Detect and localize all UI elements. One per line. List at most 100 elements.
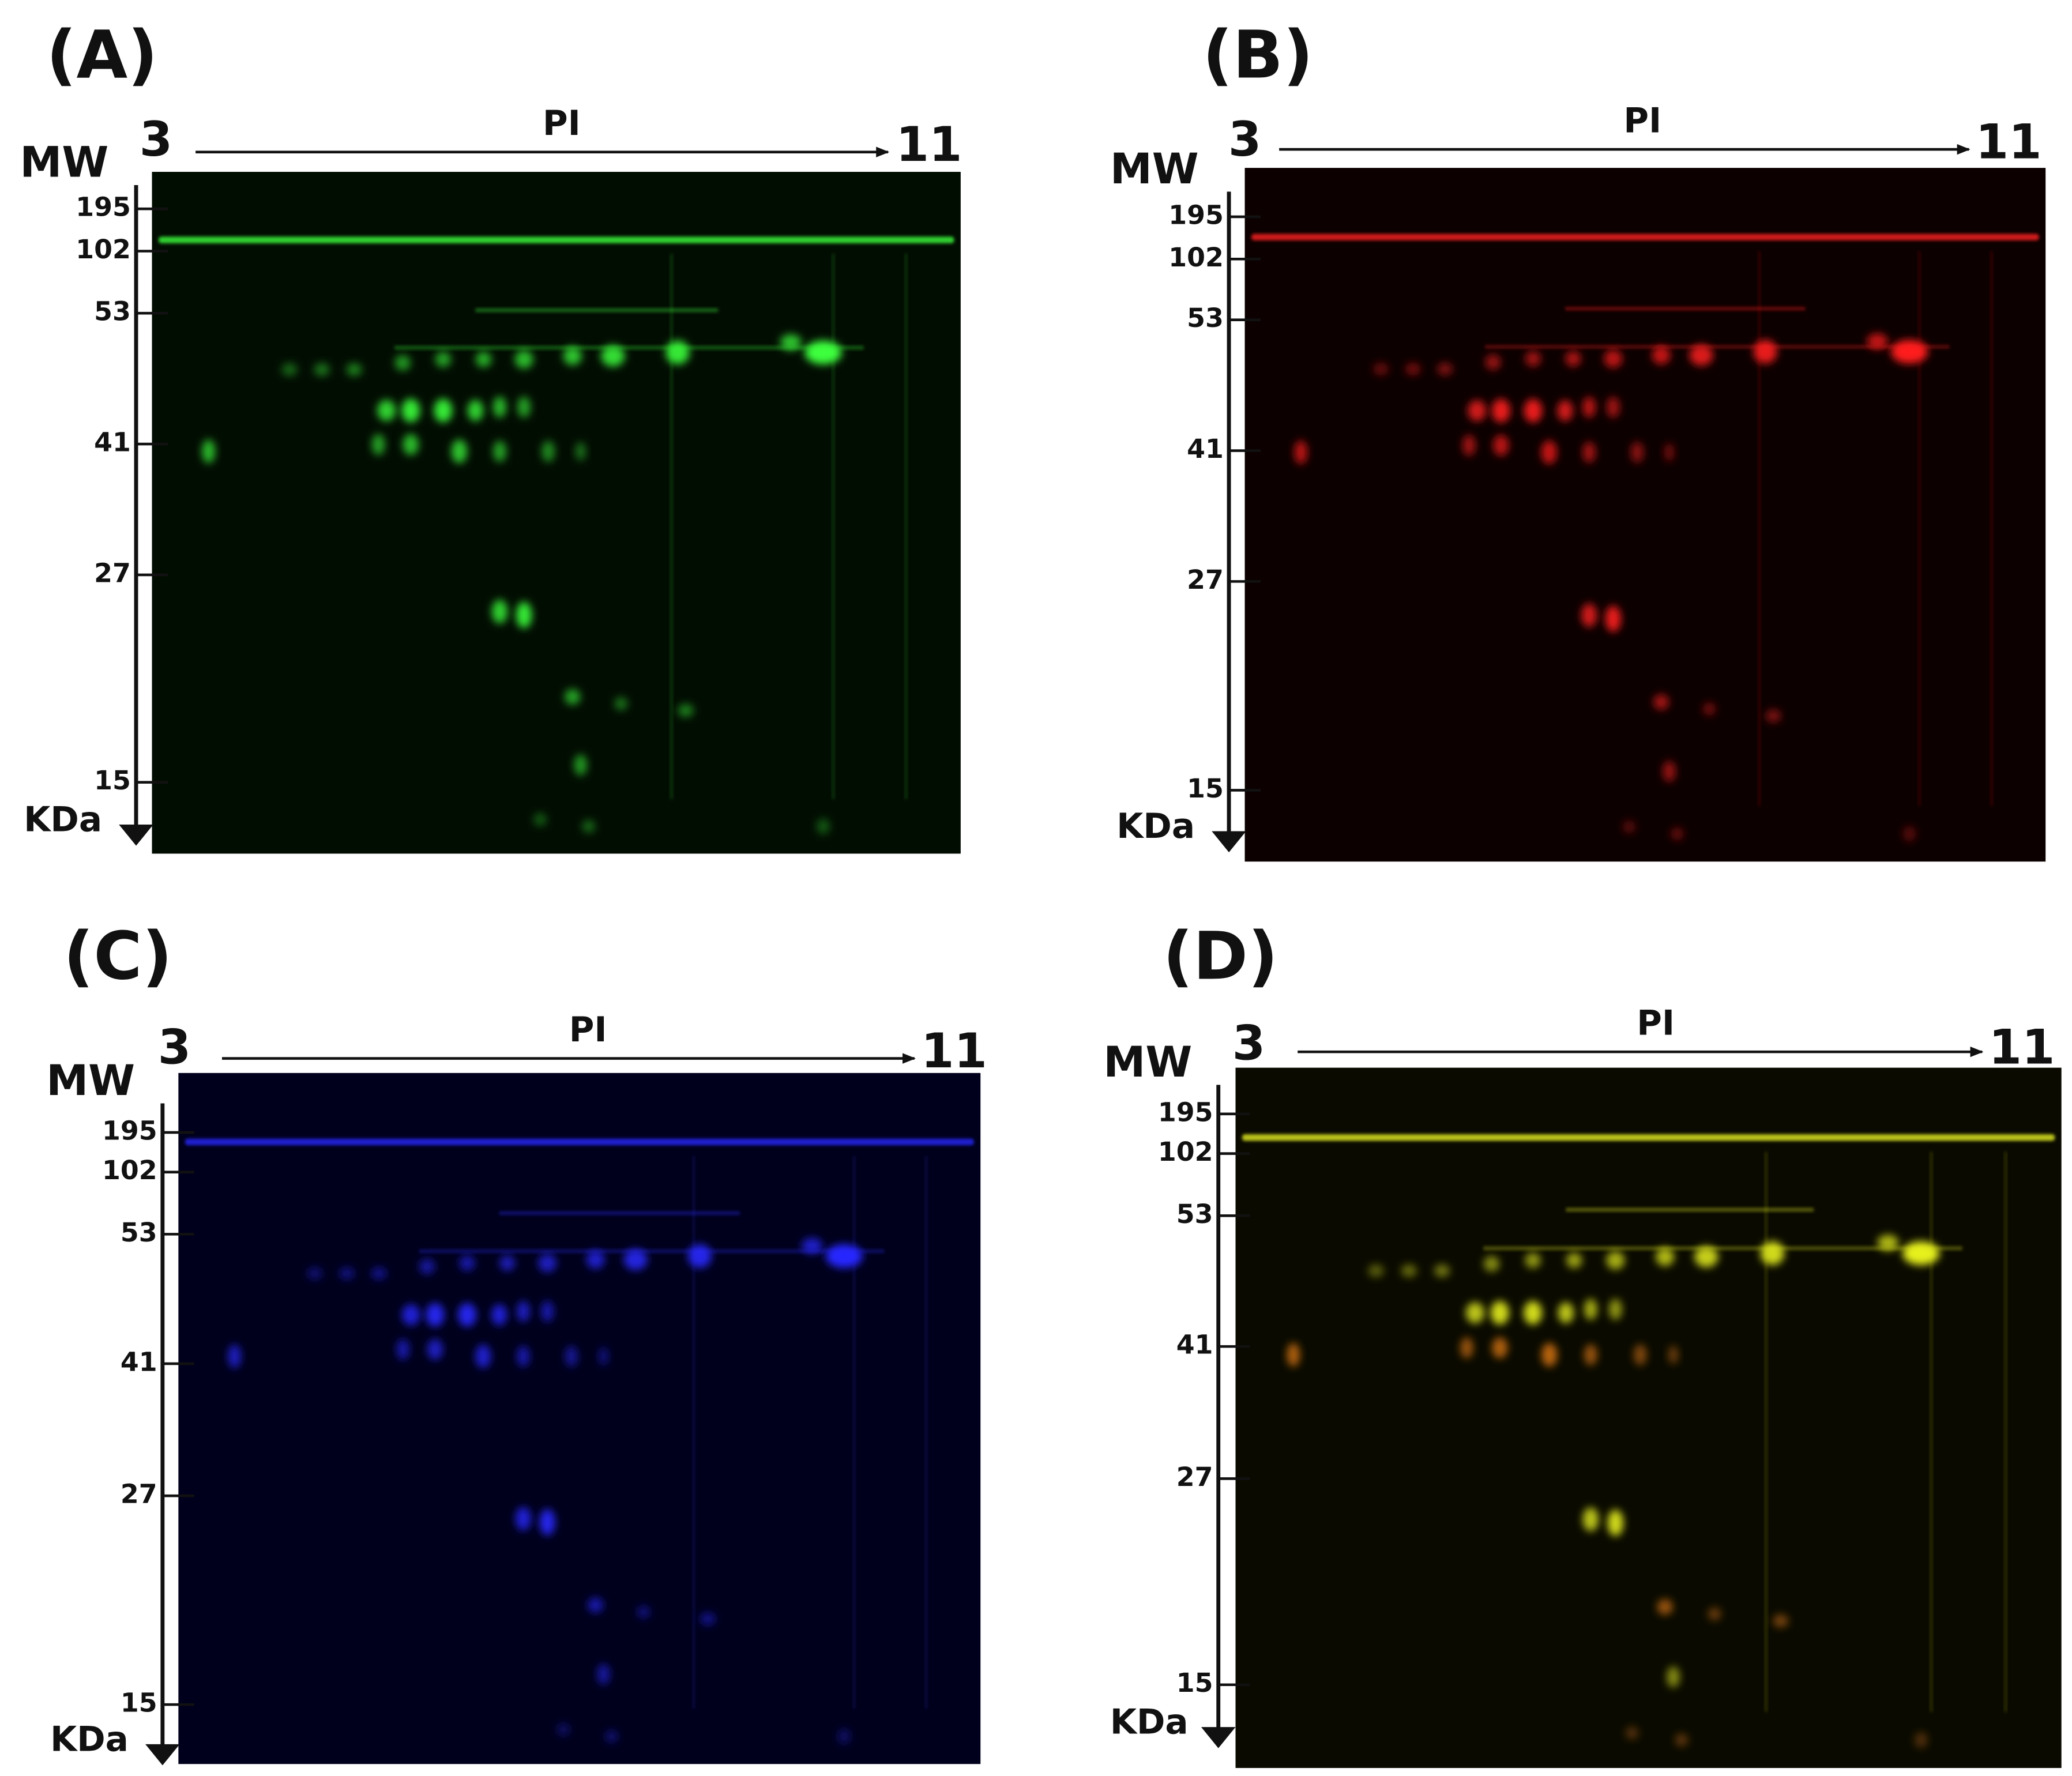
mw-marker: 53 (1187, 302, 1224, 333)
gel-band (1565, 306, 1806, 311)
gel-spot (1604, 349, 1623, 368)
gel-spot (637, 1605, 650, 1619)
pi-end: 11 (896, 117, 962, 172)
gel-spot (1584, 1344, 1597, 1365)
gel-spot (401, 398, 420, 423)
gel-spot (1483, 1255, 1500, 1272)
gel-spot (1652, 345, 1671, 365)
gel-spot (1581, 603, 1597, 627)
gel-spot (541, 441, 555, 462)
gel-band (1566, 1207, 1814, 1212)
gel-spot (687, 1244, 712, 1269)
gel-spot (1877, 1235, 1899, 1251)
mw-marker: 41 (94, 427, 131, 458)
gel-spot (515, 1507, 532, 1531)
mw-marker: 15 (94, 765, 131, 796)
gel-image (178, 1073, 981, 1764)
gel-band (499, 1211, 740, 1216)
pi-end: 11 (921, 1024, 987, 1079)
gel-spot (1657, 1599, 1673, 1615)
gel-spot (1694, 1246, 1718, 1267)
gel-spot (1485, 354, 1501, 370)
gel-spot (459, 1255, 475, 1271)
gel-streak (831, 253, 836, 799)
gel-band (475, 308, 719, 313)
gel-spot (801, 1237, 823, 1254)
pi-label: PI (1623, 101, 1661, 141)
gel-spot (1565, 351, 1581, 367)
gel-spot (837, 1728, 851, 1745)
mw-label: MW (1110, 145, 1199, 194)
gel-streak (1757, 251, 1762, 806)
gel-spot (1667, 1666, 1680, 1688)
mw-marker: 27 (1176, 1461, 1213, 1492)
gel-spot (575, 442, 586, 461)
gel-spot (1525, 1252, 1541, 1269)
gel-spot (1287, 1342, 1300, 1367)
gel-spot (780, 334, 802, 351)
mw-marker: 15 (121, 1687, 157, 1718)
gel-spot (1541, 440, 1557, 465)
gel-spot (517, 396, 531, 418)
gel-spot (623, 1249, 648, 1270)
gel-band (1242, 1134, 2055, 1141)
gel-spot (533, 812, 547, 826)
gel-spot (700, 1612, 716, 1626)
gel-spot (1625, 1726, 1639, 1740)
gel-spot (1605, 605, 1622, 633)
gel-spot (1582, 442, 1596, 463)
gel-band (419, 1249, 885, 1254)
mw-marker: 53 (121, 1217, 157, 1248)
gel-spot (1760, 1241, 1785, 1266)
gel-spot (1653, 694, 1669, 710)
gel-spot (514, 350, 533, 369)
mw-unit: KDa (1110, 1703, 1189, 1743)
gel-spot (396, 1338, 410, 1360)
pi-end: 11 (1976, 115, 2042, 170)
gel-image (152, 172, 961, 854)
gel-spot (1656, 1247, 1675, 1266)
gel-spot (614, 697, 628, 710)
gel-spot (565, 1345, 578, 1367)
gel-streak (2003, 1152, 2008, 1712)
gel-spot (1607, 1510, 1624, 1536)
mw-arrowhead (119, 825, 153, 846)
mw-marker: 41 (1176, 1329, 1213, 1360)
mw-arrowhead (145, 1744, 180, 1766)
gel-spot (1670, 827, 1684, 841)
gel-spot (1437, 362, 1453, 376)
gel-spot (228, 1344, 242, 1368)
gel-spot (371, 1266, 387, 1280)
mw-marker: 195 (1158, 1096, 1213, 1127)
gel-spot (1630, 442, 1644, 463)
gel-spot (435, 351, 452, 367)
panel: (B) PI 3 11 MW KDa 195 102 53 41 27 15 (1110, 17, 2046, 862)
gel-spot (587, 1597, 604, 1613)
gel-spot (598, 1347, 609, 1366)
pi-start: 3 (140, 112, 172, 167)
gel-spot (458, 1303, 477, 1327)
mw-marker: 195 (76, 191, 131, 223)
mw-marker: 15 (1176, 1667, 1213, 1698)
gel-streak (1764, 1152, 1768, 1712)
gel-spot (1708, 1607, 1721, 1621)
gel-spot (516, 601, 532, 629)
mw-marker: 102 (1158, 1136, 1213, 1167)
gel-band (158, 236, 954, 243)
gel-spot (582, 819, 596, 833)
gel-spot (1622, 820, 1636, 834)
gel-spot (1468, 400, 1487, 422)
gel-streak (1917, 251, 1921, 806)
gel-spot (1372, 362, 1389, 376)
mw-marker: 102 (76, 234, 131, 265)
gel-spot (1689, 344, 1713, 366)
mw-unit: KDa (24, 800, 102, 840)
mw-label: MW (46, 1056, 135, 1105)
mw-marker: 27 (121, 1478, 157, 1510)
gel-spot (1465, 1302, 1484, 1324)
mw-marker: 27 (1187, 564, 1224, 595)
gel-spot (1460, 1337, 1473, 1359)
gel-spot (563, 347, 582, 366)
gel-spot (1584, 1299, 1597, 1320)
